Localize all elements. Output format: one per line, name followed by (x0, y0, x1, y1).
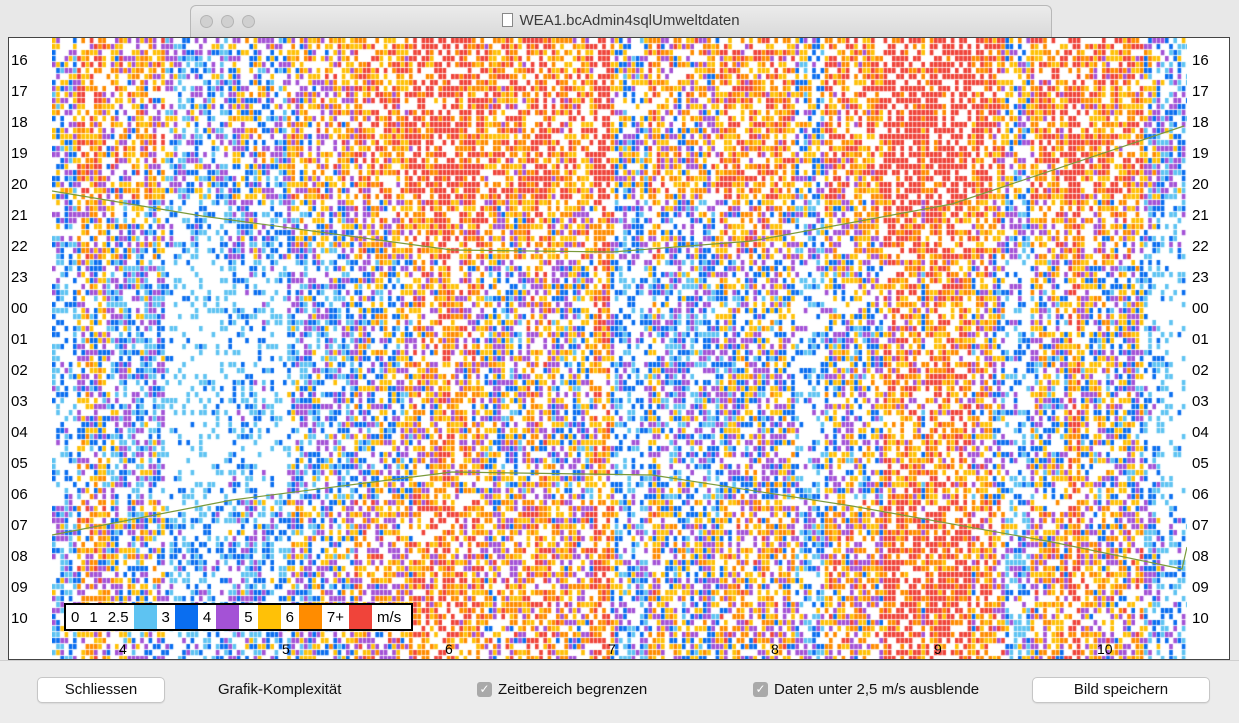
legend-item: 2.5 (103, 605, 134, 629)
window-title-container: WEA1.bcAdmin4sqlUmweltdaten (191, 12, 1051, 29)
y-tick-label: 16 (11, 52, 28, 69)
y-tick-label: 22 (11, 238, 28, 255)
y-tick-label: 10 (11, 610, 28, 627)
y-tick-label: 02 (1192, 362, 1209, 379)
limit-time-checkbox[interactable]: ✓ Zeitbereich begrenzen (477, 681, 647, 698)
y-axis-left: 16 17 18 19 20 21 22 23 00 01 02 03 04 05 06 07 08 09 10 (11, 38, 51, 659)
y-tick-label: 04 (11, 424, 28, 441)
y-tick-label: 09 (1192, 579, 1209, 596)
y-tick-label: 01 (1192, 331, 1209, 348)
y-tick-label: 21 (1192, 207, 1209, 224)
close-button[interactable]: Schliessen (37, 677, 165, 703)
legend-swatch (257, 605, 281, 629)
legend-unit: m/s (377, 608, 402, 626)
hide-low-data-checkbox[interactable]: ✓ Daten unter 2,5 m/s ausblende (753, 681, 1015, 698)
y-tick-label: 19 (1192, 145, 1209, 162)
legend-item: 4 (198, 605, 216, 629)
y-tick-label: 01 (11, 331, 28, 348)
y-tick-label: 17 (11, 83, 28, 100)
y-tick-label: 04 (1192, 424, 1209, 441)
title-bar: WEA1.bcAdmin4sqlUmweltdaten (190, 5, 1052, 37)
y-tick-label: 08 (1192, 548, 1209, 565)
x-tick-label: 9 (934, 641, 942, 657)
y-tick-label: 16 (1192, 52, 1209, 69)
x-tick-label: 5 (282, 641, 290, 657)
y-tick-label: 07 (11, 517, 28, 534)
checkmark-icon: ✓ (753, 682, 768, 697)
legend-swatch (349, 605, 373, 629)
minimize-window-button[interactable] (221, 15, 234, 28)
legend-item: 0 (66, 605, 84, 629)
y-tick-label: 18 (11, 114, 28, 131)
x-tick-label: 8 (771, 641, 779, 657)
close-window-button[interactable] (200, 15, 213, 28)
legend-threshold-label: 3 (161, 608, 170, 626)
y-tick-label: 07 (1192, 517, 1209, 534)
legend-threshold-label: 6 (285, 608, 294, 626)
limit-time-label: Zeitbereich begrenzen (498, 681, 648, 698)
complexity-label: Grafik-Komplexität (218, 681, 342, 698)
legend-item: 7+ (322, 605, 349, 629)
x-tick-label: 6 (445, 641, 453, 657)
y-tick-label: 09 (11, 579, 28, 596)
y-tick-label: 10 (1192, 610, 1209, 627)
legend-threshold-label: 4 (202, 608, 212, 626)
y-tick-label: 06 (1192, 486, 1209, 503)
legend-threshold-label: 5 (244, 608, 253, 626)
chart-area: 16 17 18 19 20 21 22 23 00 01 02 03 04 05 06 07 08 09 10 4… (8, 37, 1230, 660)
daylight-lines (52, 125, 1187, 570)
y-tick-label: 20 (1192, 176, 1209, 193)
legend-item: 5 (239, 605, 257, 629)
legend-threshold-label: 1 (89, 608, 98, 626)
window-title: WEA1.bcAdmin4sqlUmweltdaten (519, 12, 740, 29)
y-tick-label: 00 (11, 300, 28, 317)
sunrise-line (52, 471, 1187, 570)
y-tick-label: 00 (1192, 300, 1209, 317)
legend-item: 3 (157, 605, 175, 629)
y-tick-label: 23 (1192, 269, 1209, 286)
heatmap-canvas (52, 38, 1187, 659)
y-tick-label: 20 (11, 176, 28, 193)
y-axis-right: 16 17 18 19 20 21 22 23 00 01 02 03 04 05 06 07 08 09 10 (1192, 38, 1229, 659)
y-tick-label: 17 (1192, 83, 1209, 100)
document-icon (502, 13, 514, 27)
y-tick-label: 05 (1192, 455, 1209, 472)
y-tick-label: 03 (1192, 393, 1209, 410)
y-tick-label: 02 (11, 362, 28, 379)
y-tick-label: 06 (11, 486, 28, 503)
hide-low-data-label: Daten unter 2,5 m/s ausblende (774, 681, 980, 698)
legend-item: 1 (84, 605, 102, 629)
sunset-line (52, 125, 1185, 253)
y-tick-label: 23 (11, 269, 28, 286)
legend-swatch (216, 605, 240, 629)
x-tick-label: 7 (608, 641, 616, 657)
x-tick-label: 10 (1097, 641, 1113, 657)
legend-swatch (298, 605, 322, 629)
save-image-button[interactable]: Bild speichern (1032, 677, 1210, 703)
y-tick-label: 19 (11, 145, 28, 162)
y-tick-label: 03 (11, 393, 28, 410)
x-tick-label: 4 (119, 641, 127, 657)
y-tick-label: 18 (1192, 114, 1209, 131)
y-tick-label: 08 (11, 548, 28, 565)
legend-threshold-label: 7+ (326, 608, 345, 626)
legend-swatch (174, 605, 198, 629)
footer-toolbar: Schliessen Grafik-Komplexität ✓ Zeitbere… (0, 660, 1239, 723)
checkmark-icon: ✓ (477, 682, 492, 697)
heatmap-plot: 4 5 6 7 8 9 10 (52, 38, 1187, 659)
y-tick-label: 22 (1192, 238, 1209, 255)
y-tick-label: 21 (11, 207, 28, 224)
legend-threshold-label: 0 (71, 608, 80, 626)
y-tick-label: 05 (11, 455, 28, 472)
color-legend: 0 1 2.5 3 4 5 6 7+ m/s (64, 603, 414, 631)
legend-threshold-label: 2.5 (107, 608, 129, 626)
zoom-window-button[interactable] (242, 15, 255, 28)
legend-swatch (133, 605, 157, 629)
legend-item: 6 (281, 605, 299, 629)
